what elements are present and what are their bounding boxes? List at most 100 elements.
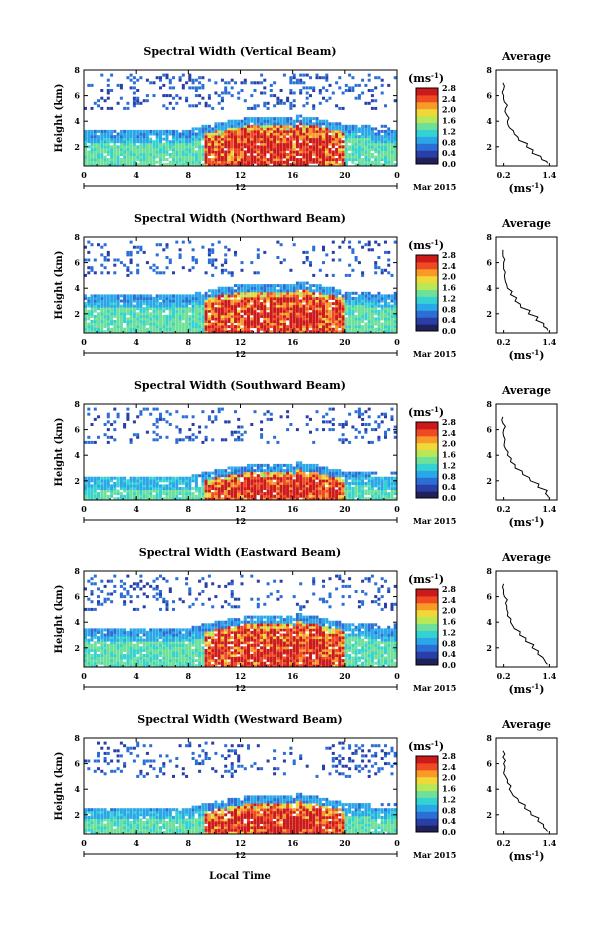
heatmap-cell xyxy=(136,155,140,159)
heatmap-cell xyxy=(364,291,368,295)
heatmap-cell xyxy=(364,492,368,496)
heatmap-cell xyxy=(201,322,205,326)
heatmap-cell xyxy=(178,294,182,298)
colorbar-tick-label: 0.8 xyxy=(442,137,456,147)
heatmap-cell xyxy=(234,479,237,483)
heatmap-cell xyxy=(168,129,172,133)
heatmap-cell xyxy=(305,91,309,95)
heatmap-cell xyxy=(201,245,205,249)
heatmap-cell xyxy=(289,129,293,133)
heatmap-cell xyxy=(370,479,374,483)
heatmap-cell xyxy=(364,481,368,485)
heatmap-cell xyxy=(260,73,264,77)
heatmap-cell xyxy=(318,469,322,473)
colorbar-tick-label: 0.8 xyxy=(442,304,456,314)
heatmap-cell xyxy=(335,140,339,144)
heatmap-cell xyxy=(302,294,306,298)
colorbar-segment xyxy=(416,268,438,277)
heatmap-cell xyxy=(201,83,205,87)
heatmap-cell xyxy=(250,299,254,303)
heatmap-cell xyxy=(325,322,329,326)
heatmap-cell xyxy=(220,96,224,100)
heatmap-cell xyxy=(364,314,368,318)
heatmap-cell xyxy=(256,135,260,139)
heatmap-cell xyxy=(93,132,97,136)
heatmap-cell xyxy=(380,78,384,82)
heatmap-cell xyxy=(312,327,316,331)
heatmap-cell xyxy=(292,489,296,493)
heatmap-cell xyxy=(132,433,136,437)
heatmap-cell xyxy=(159,129,162,133)
heatmap-cell xyxy=(181,73,185,77)
heatmap-cell xyxy=(227,302,231,306)
heatmap-cell xyxy=(312,307,316,311)
heatmap-cell xyxy=(370,428,374,432)
heatmap-cell xyxy=(289,294,293,298)
heatmap-cell xyxy=(318,489,322,493)
heatmap-cell xyxy=(185,99,189,103)
colorbar-segment xyxy=(416,157,438,165)
heatmap-cell xyxy=(374,271,378,275)
heatmap-cell xyxy=(211,140,215,144)
heatmap-cell xyxy=(384,494,387,498)
heatmap-cell xyxy=(338,314,342,318)
heatmap-cell xyxy=(240,127,244,131)
heatmap-cell xyxy=(348,474,352,478)
heatmap-cell xyxy=(276,307,280,311)
heatmap-cell xyxy=(266,494,270,498)
profile-x-tick-label: 0.2 xyxy=(497,504,511,514)
heatmap-cell xyxy=(266,463,270,467)
colorbar-tick-label: 1.6 xyxy=(442,283,456,293)
heatmap-cell xyxy=(276,289,280,293)
heatmap-cell xyxy=(364,140,368,144)
heatmap-cell xyxy=(178,248,182,252)
heatmap-cell xyxy=(331,135,335,139)
heatmap-cell xyxy=(269,140,273,144)
heatmap-cell xyxy=(331,291,335,295)
heatmap-cell xyxy=(227,147,231,151)
heatmap-cell xyxy=(370,317,374,321)
heatmap-cell xyxy=(132,86,136,90)
heatmap-cell xyxy=(237,327,241,331)
heatmap-cell xyxy=(168,487,172,490)
heatmap-cell xyxy=(214,127,218,131)
heatmap-cell xyxy=(250,132,254,136)
heatmap-cell xyxy=(263,145,267,149)
x-tick-label: 0 xyxy=(394,504,400,514)
heatmap-cell xyxy=(357,412,361,416)
heatmap-cell xyxy=(247,471,250,475)
heatmap-cell xyxy=(250,494,254,498)
heatmap-cell xyxy=(204,317,208,321)
heatmap-cell xyxy=(93,135,97,139)
heatmap-cell xyxy=(198,312,202,316)
heatmap-cell xyxy=(243,474,247,478)
heatmap-cell xyxy=(90,132,94,136)
heatmap-cell xyxy=(384,153,387,156)
heatmap-cell xyxy=(194,89,198,92)
heatmap-cell xyxy=(361,320,365,323)
heatmap-cell xyxy=(165,479,169,483)
heatmap-cell xyxy=(123,106,127,110)
heatmap-cell xyxy=(243,119,247,123)
heatmap-cell xyxy=(370,302,374,306)
x-tick-label: 0 xyxy=(81,337,87,347)
heatmap-cell xyxy=(220,309,224,313)
x-tick-label: 8 xyxy=(186,170,192,180)
heatmap-cell xyxy=(331,314,335,318)
heatmap-cell xyxy=(243,330,247,334)
heatmap-cell xyxy=(168,479,172,483)
heatmap-cell xyxy=(149,299,153,303)
heatmap-cell xyxy=(126,268,130,272)
heatmap-cell xyxy=(256,307,260,311)
heatmap-cell xyxy=(220,320,224,323)
heatmap-cell xyxy=(211,322,215,326)
profile-line xyxy=(502,249,548,331)
heatmap-cell xyxy=(374,86,378,90)
heatmap-cell xyxy=(367,127,371,131)
heatmap-cell xyxy=(185,142,189,146)
heatmap-cell xyxy=(269,124,273,128)
heatmap-cell xyxy=(175,322,179,326)
heatmap-cell xyxy=(322,322,325,326)
heatmap-cell xyxy=(384,314,387,318)
heatmap-cell xyxy=(390,481,394,485)
